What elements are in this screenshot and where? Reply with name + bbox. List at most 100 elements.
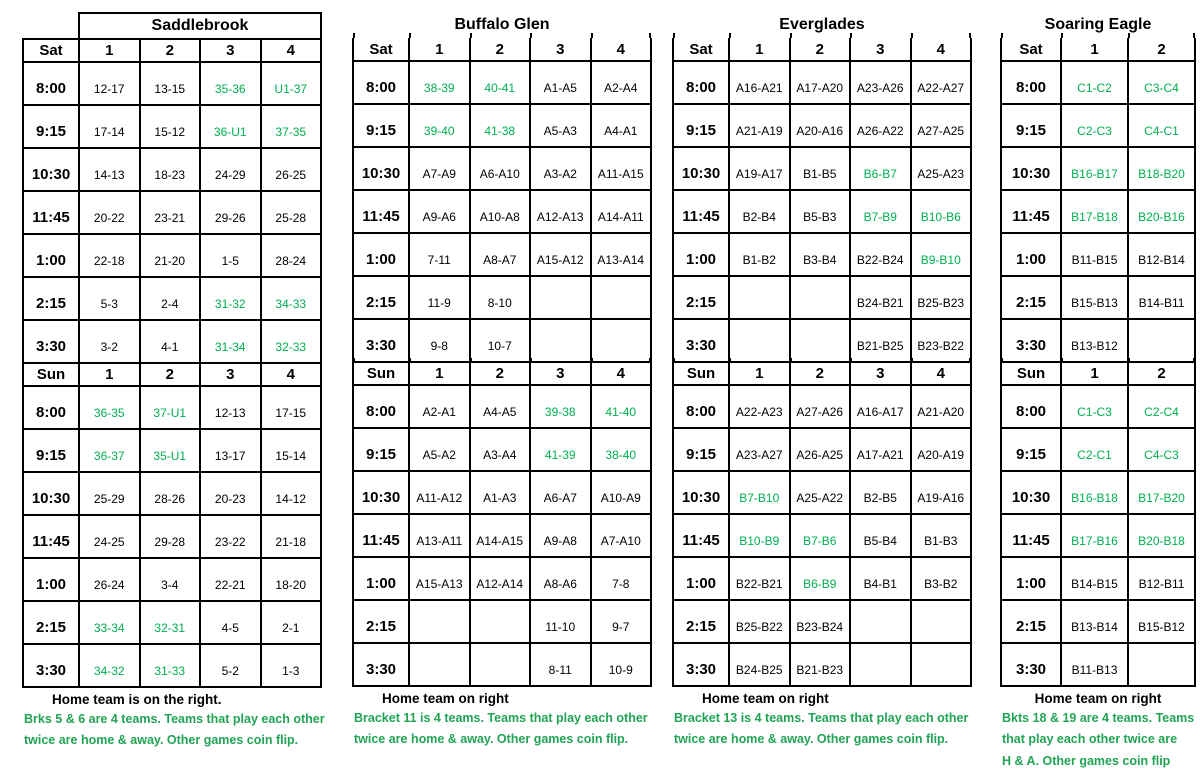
- game-cell: [728, 318, 791, 363]
- court-header: 1: [78, 362, 141, 387]
- game-cell: 7-8: [589, 556, 652, 601]
- game-cell: 35-U1: [138, 428, 201, 473]
- time-label: 11:45: [22, 190, 80, 235]
- day-header: Sat: [352, 33, 410, 62]
- schedule-row: 10:30 25-29 28-26 20-23 14-12: [22, 471, 322, 516]
- game-cell: A22-A27: [909, 60, 972, 105]
- schedule-table-soaring-eagle: Sat 1 2 8:00 C1-C2 C3-C4 9:15 C2-C3 C4-C1 10:30 B1…: [1000, 33, 1196, 687]
- court-header: 1: [408, 33, 471, 62]
- game-cell: A23-A26: [849, 60, 912, 105]
- schedule-row: 10:30 A11-A12 A1-A3 A6-A7 A10-A9: [352, 470, 652, 515]
- game-cell: 21-20: [138, 233, 201, 278]
- game-cell: A16-A17: [849, 384, 912, 429]
- game-cell: B12-B14: [1127, 232, 1196, 277]
- schedule-row: 9:15 C2-C3 C4-C1: [1000, 103, 1196, 148]
- game-cell: 3-4: [138, 557, 201, 602]
- header-row: Sun 1 2 3 4: [22, 362, 322, 387]
- game-cell: C4-C1: [1127, 103, 1196, 148]
- game-cell: A6-A10: [468, 146, 531, 191]
- court-header: 3: [529, 33, 592, 62]
- game-cell: B14-B15: [1060, 556, 1129, 601]
- schedule-row: 3:30 9-8 10-7: [352, 318, 652, 363]
- game-cell: 11-10: [529, 599, 592, 644]
- game-cell: 39-38: [529, 384, 592, 429]
- game-cell: 25-28: [259, 190, 322, 235]
- court-header: 2: [138, 362, 201, 387]
- time-label: 11:45: [22, 514, 80, 559]
- court-header: 3: [199, 38, 262, 63]
- game-cell: A25-A23: [909, 146, 972, 191]
- day-header: Sun: [1000, 357, 1062, 386]
- game-cell: C2-C3: [1060, 103, 1129, 148]
- game-cell: A5-A3: [529, 103, 592, 148]
- game-cell: 36-U1: [199, 104, 262, 149]
- game-cell: 2-1: [259, 600, 322, 645]
- game-cell: 11-9: [408, 275, 471, 320]
- time-label: 2:15: [1000, 599, 1062, 644]
- game-cell: A13-A14: [589, 232, 652, 277]
- game-cell: [788, 275, 851, 320]
- header-row: Sat 1 2 3 4: [352, 33, 652, 62]
- schedule-row: 1:00 7-11 A8-A7 A15-A12 A13-A14: [352, 232, 652, 277]
- time-label: 3:30: [672, 318, 730, 363]
- game-cell: B13-B14: [1060, 599, 1129, 644]
- game-cell: B2-B5: [849, 470, 912, 515]
- table-title-saddlebrook: Saddlebrook: [78, 12, 322, 38]
- game-cell: 7-11: [408, 232, 471, 277]
- home-team-note: Home team on right: [702, 691, 829, 706]
- time-label: 9:15: [352, 103, 410, 148]
- game-cell: 2-4: [138, 276, 201, 321]
- schedule-row: 9:15 C2-C1 C4-C3: [1000, 427, 1196, 472]
- game-cell: B1-B2: [728, 232, 791, 277]
- game-cell: A27-A26: [788, 384, 851, 429]
- schedule-row: 3:30 B24-B25 B21-B23: [672, 642, 972, 687]
- bracket-note: Brks 5 & 6 are 4 teams. Teams that play …: [22, 709, 325, 752]
- day-header: Sat: [22, 38, 80, 63]
- game-cell: 5-2: [199, 643, 262, 688]
- game-cell: [468, 642, 531, 687]
- schedule-row: 2:15 B24-B21 B25-B23: [672, 275, 972, 320]
- table-everglades: Everglades Sat 1 2 3 4 8:00 A16-A21 A17-A20 A23-A…: [672, 12, 972, 751]
- game-cell: A2-A4: [589, 60, 652, 105]
- time-label: 2:15: [1000, 275, 1062, 320]
- game-cell: 4-1: [138, 319, 201, 364]
- header-row: Sun 1 2 3 4: [672, 357, 972, 386]
- game-cell: [1127, 318, 1196, 363]
- day-header: Sat: [1000, 33, 1062, 62]
- game-cell: A25-A22: [788, 470, 851, 515]
- game-cell: B1-B3: [909, 513, 972, 558]
- schedule-row: 9:15 17-14 15-12 36-U1 37-35: [22, 104, 322, 149]
- game-cell: B13-B12: [1060, 318, 1129, 363]
- game-cell: B4-B1: [849, 556, 912, 601]
- game-cell: 39-40: [408, 103, 471, 148]
- game-cell: 32-31: [138, 600, 201, 645]
- game-cell: 31-32: [199, 276, 262, 321]
- game-cell: 35-36: [199, 61, 262, 106]
- time-label: 8:00: [22, 61, 80, 106]
- game-cell: B6-B9: [788, 556, 851, 601]
- court-header: 1: [1060, 33, 1129, 62]
- schedule-row: 1:00 B1-B2 B3-B4 B22-B24 B9-B10: [672, 232, 972, 277]
- schedule-row: 1:00 B11-B15 B12-B14: [1000, 232, 1196, 277]
- game-cell: 1-5: [199, 233, 262, 278]
- game-cell: 3-2: [78, 319, 141, 364]
- game-cell: [529, 275, 592, 320]
- game-cell: A26-A25: [788, 427, 851, 472]
- game-cell: 17-15: [259, 385, 322, 430]
- game-cell: B5-B3: [788, 189, 851, 234]
- schedule-row: 2:15 11-9 8-10: [352, 275, 652, 320]
- time-label: 11:45: [1000, 513, 1062, 558]
- court-header: 2: [788, 33, 851, 62]
- game-cell: B5-B4: [849, 513, 912, 558]
- schedule-table-saddlebrook: Sat 1 2 3 4 8:00 12-17 13-15 35-36 U1-37 9:15 17-14…: [22, 38, 322, 688]
- game-cell: 4-5: [199, 600, 262, 645]
- schedule-table-everglades: Sat 1 2 3 4 8:00 A16-A21 A17-A20 A23-A26 A22-A27 9…: [672, 33, 972, 687]
- game-cell: C1-C2: [1060, 60, 1129, 105]
- game-cell: C2-C4: [1127, 384, 1196, 429]
- time-label: 8:00: [352, 384, 410, 429]
- game-cell: A10-A9: [589, 470, 652, 515]
- game-cell: B6-B7: [849, 146, 912, 191]
- schedule-row: 8:00 A22-A23 A27-A26 A16-A17 A21-A20: [672, 384, 972, 429]
- schedule-row: 11:45 A13-A11 A14-A15 A9-A8 A7-A10: [352, 513, 652, 558]
